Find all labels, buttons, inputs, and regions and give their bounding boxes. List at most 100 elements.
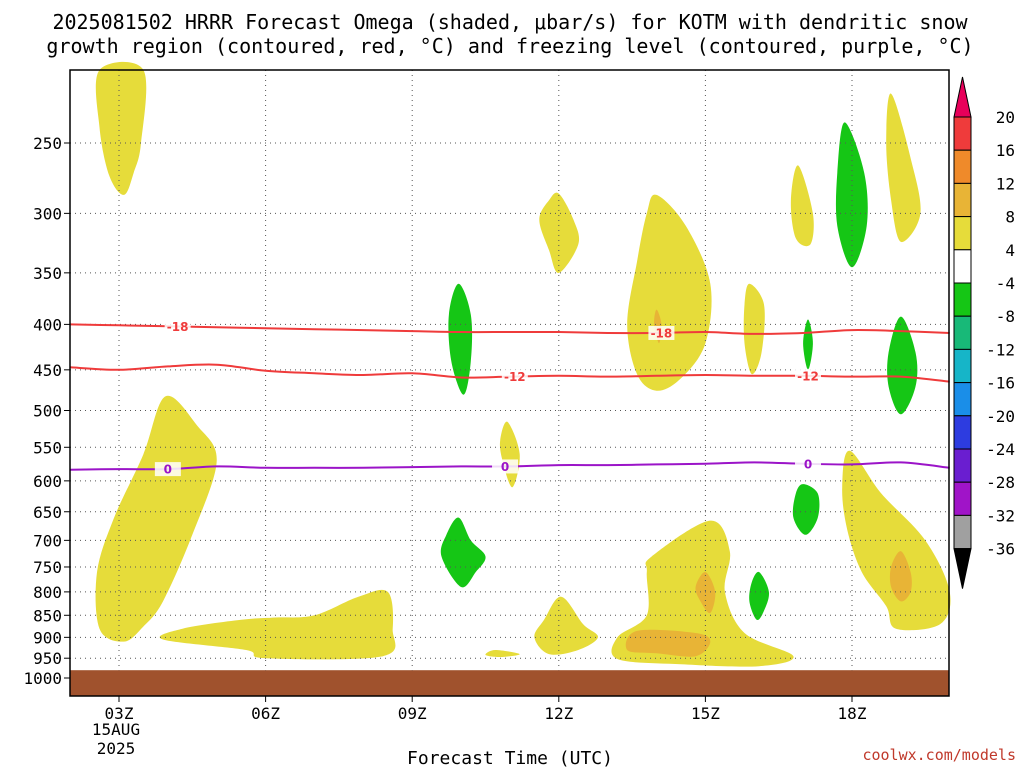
colorbar-label-1: 16: [996, 141, 1015, 160]
omega-region-4: [485, 649, 520, 658]
isotherm-label-2-1: 0: [501, 460, 509, 474]
isotherm-label-bg-0-1: [648, 325, 675, 340]
colorbar-swatch-4: [953, 249, 972, 284]
omega-shading: [95, 61, 951, 667]
colorbar-label-5: -4: [996, 274, 1015, 293]
omega-region-19: [835, 122, 868, 268]
colorbar-label-10: -24: [986, 440, 1015, 459]
isotherm-line-0: [70, 323, 950, 335]
omega-region-18: [440, 517, 486, 588]
omega-region-12: [842, 450, 951, 631]
colorbar-label-11: -28: [986, 473, 1015, 492]
date-label-year: 2025: [97, 739, 136, 758]
y-tick-label-1000: 1000: [23, 669, 62, 688]
colorbar-swatch-2: [953, 182, 972, 218]
colorbar-label-4: 4: [1005, 241, 1015, 260]
y-axis: 250 300 350 400 450 500 550 600 650 700 750 800 850 9…: [23, 134, 70, 688]
omega-region-7: [627, 194, 712, 391]
colorbar-label-3: 8: [1005, 208, 1015, 227]
omega-region-13: [625, 629, 711, 657]
y-tick-label-700: 700: [33, 531, 62, 550]
omega-region-2: [159, 589, 396, 660]
colorbar-label-9: -20: [986, 407, 1015, 426]
isotherm-label-bg-2-1: [492, 459, 519, 474]
isotherm-label-bg-1-0: [501, 369, 528, 384]
x-axis-label: Forecast Time (UTC): [407, 748, 613, 768]
isotherm-label-2-2: 0: [804, 457, 812, 471]
isotherm-label-2-0: 0: [164, 463, 172, 477]
omega-region-16: [889, 551, 912, 602]
y-tick-label-350: 350: [33, 264, 62, 283]
colorbar-label-7: -12: [986, 340, 1015, 359]
chart-title-line2: growth region (contoured, red, °C) and f…: [46, 34, 973, 58]
chart-title-line1: 2025081502 HRRR Forecast Omega (shaded, …: [52, 10, 968, 34]
y-tick-label-900: 900: [33, 628, 62, 647]
isotherm-label-1-1: -12: [797, 369, 819, 383]
colorbar-label-13: -36: [986, 540, 1015, 559]
omega-region-11: [886, 93, 921, 243]
colorbar-swatch-7: [953, 348, 972, 384]
omega-region-17: [448, 283, 473, 395]
plot-area: -18 -18 -12 -12 0 0 0: [69, 61, 951, 697]
isotherm-label-bg-1-1: [795, 368, 822, 383]
omega-region-0: [95, 61, 147, 195]
omega-region-22: [792, 484, 820, 535]
omega-region-9: [743, 283, 765, 375]
x-tick-label-18Z: 18Z: [838, 704, 867, 723]
y-tick-label-850: 850: [33, 606, 62, 625]
omega-region-23: [749, 571, 770, 621]
y-tick-label-300: 300: [33, 204, 62, 223]
x-tick-label-12Z: 12Z: [544, 704, 573, 723]
isotherm-label-0-0: -18: [167, 320, 189, 334]
colorbar: 20 16 12 8 4 -4 -8 -12 -16 -20 -24 -28 -32 -36: [953, 76, 1015, 589]
y-tick-label-450: 450: [33, 361, 62, 380]
omega-region-6: [534, 596, 598, 655]
plot-frame: [69, 69, 950, 697]
date-label-day: 15AUG: [92, 720, 140, 739]
colorbar-label-12: -32: [986, 506, 1015, 525]
colorbar-swatch-0: [953, 116, 972, 151]
x-tick-label-15Z: 15Z: [691, 704, 720, 723]
y-tick-label-500: 500: [33, 402, 62, 421]
colorbar-label-0: 20: [996, 108, 1015, 127]
colorbar-swatch-5: [953, 282, 972, 317]
colorbar-swatch-10: [953, 448, 972, 483]
y-tick-label-750: 750: [33, 558, 62, 577]
isotherm-label-bg-2-2: [795, 456, 822, 471]
x-tick-label-03Z: 03Z: [105, 704, 134, 723]
colorbar-bottom-arrow: [953, 548, 972, 589]
y-tick-label-600: 600: [33, 472, 62, 491]
colorbar-label-6: -8: [996, 307, 1015, 326]
colorbar-swatch-12: [953, 514, 972, 550]
isotherm-label-bg-2-0: [154, 462, 181, 477]
y-tick-label-400: 400: [33, 315, 62, 334]
x-tick-label-09Z: 09Z: [398, 704, 427, 723]
isotherm-contours: -18 -18 -12 -12 0 0 0: [70, 319, 950, 477]
y-tick-label-250: 250: [33, 134, 62, 153]
colorbar-swatch-11: [953, 481, 972, 516]
y-tick-label-950: 950: [33, 649, 62, 668]
isotherm-label-0-1: -18: [651, 326, 673, 340]
isotherm-label-bg-0-0: [164, 319, 191, 334]
colorbar-label-2: 12: [996, 174, 1015, 193]
x-tick-label-06Z: 06Z: [251, 704, 280, 723]
omega-region-10: [790, 165, 814, 247]
surface-ground: [70, 670, 949, 696]
y-tick-label-650: 650: [33, 503, 62, 522]
y-tick-label-550: 550: [33, 438, 62, 457]
omega-region-14: [695, 572, 716, 614]
colorbar-top-arrow: [953, 76, 972, 118]
omega-region-21: [887, 316, 918, 415]
credit-label: coolwx.com/models: [862, 746, 1016, 764]
colorbar-label-8: -16: [986, 374, 1015, 393]
colorbar-swatch-1: [953, 149, 972, 184]
isotherm-label-1-0: -12: [504, 370, 526, 384]
colorbar-swatch-3: [953, 216, 972, 251]
omega-region-1: [95, 395, 217, 642]
omega-region-3: [539, 192, 580, 273]
colorbar-swatch-8: [953, 382, 972, 417]
colorbar-swatch-9: [953, 415, 972, 450]
colorbar-swatch-6: [953, 315, 972, 350]
x-axis: 03Z 06Z 09Z 12Z 15Z 18Z: [105, 696, 867, 723]
